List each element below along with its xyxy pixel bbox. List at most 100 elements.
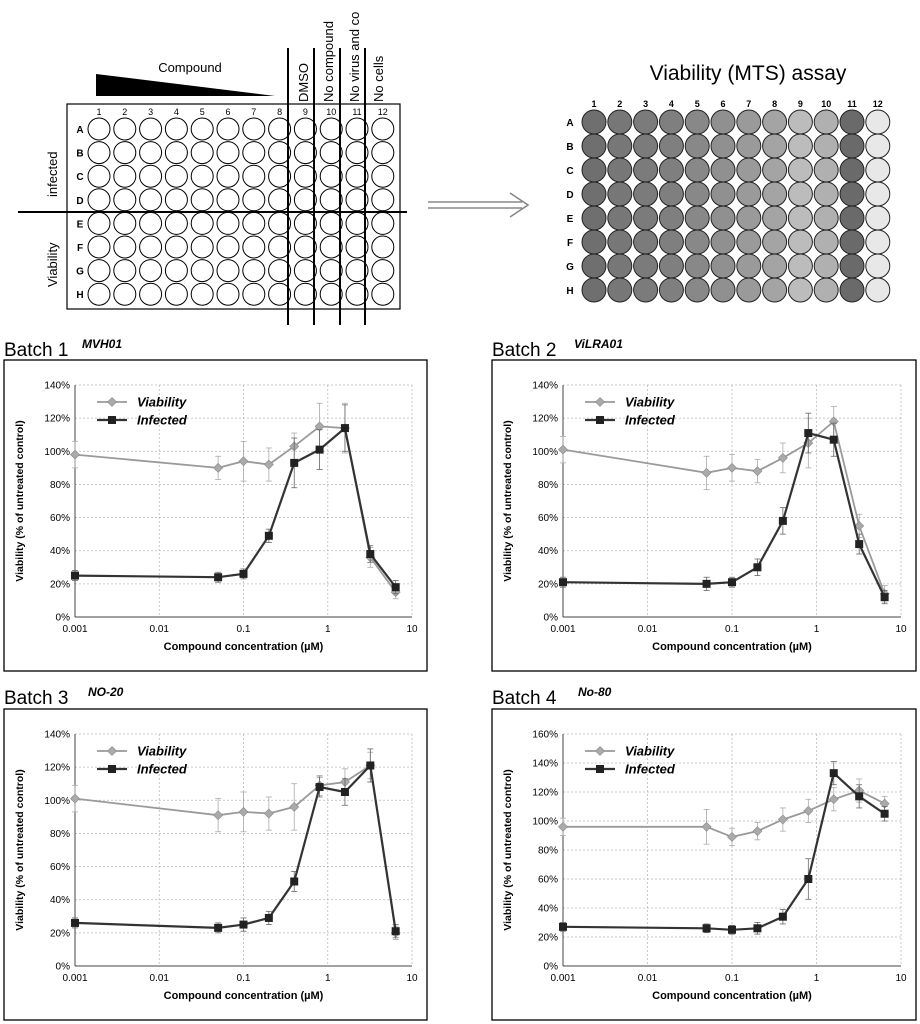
data-point	[315, 445, 324, 454]
layout-well	[371, 235, 395, 259]
legend-marker	[595, 746, 605, 756]
assay-well	[813, 157, 839, 183]
layout-well	[113, 188, 137, 212]
x-axis-label: Compound concentration (µM)	[652, 641, 812, 653]
y-tick-label: 0%	[56, 962, 71, 973]
assay-well	[865, 229, 891, 255]
layout-well	[113, 282, 137, 306]
layout-row-letter: H	[76, 290, 83, 301]
layout-column-number: 5	[200, 107, 205, 117]
y-tick-label: 100%	[44, 447, 70, 458]
data-point	[70, 793, 80, 804]
column-label-no-virus: No virus and co	[347, 12, 362, 102]
assay-well	[633, 133, 659, 159]
assay-well	[736, 133, 762, 159]
batch2-chart: 0% 20% 40% 60% 80% 100% 120% 140% 0.001 0.01 0.1 1 1…	[491, 359, 917, 672]
x-tick-label: 10	[406, 624, 418, 635]
data-point	[702, 579, 711, 588]
legend-marker	[595, 397, 605, 407]
layout-well	[113, 117, 137, 141]
layout-row-letter: D	[76, 196, 83, 207]
layout-well	[293, 259, 317, 283]
layout-row-letter: A	[76, 125, 83, 136]
layout-well	[87, 211, 111, 235]
assay-well	[762, 157, 788, 183]
batch4-chart: 0% 20% 40% 60% 80% 100% 120% 140% 160% 0.001 0.01 0…	[491, 708, 917, 1021]
data-point	[855, 540, 864, 549]
data-point	[559, 922, 567, 931]
assay-wells	[581, 109, 891, 303]
layout-well	[319, 141, 343, 165]
x-tick-label: 0.1	[725, 624, 739, 635]
layout-well	[268, 164, 292, 188]
y-tick-label: 60%	[50, 862, 70, 873]
layout-well	[216, 235, 240, 259]
layout-well	[87, 164, 111, 188]
chart-legend: Viability Infected	[97, 395, 188, 428]
x-tick-label: 0.001	[62, 624, 87, 635]
data-point	[559, 578, 567, 587]
layout-well	[319, 282, 343, 306]
data-point	[70, 449, 80, 460]
layout-well	[242, 164, 266, 188]
batch4-strain: No-80	[578, 685, 612, 699]
layout-well	[242, 259, 266, 283]
assay-well	[865, 133, 891, 159]
data-point	[214, 573, 223, 582]
assay-well	[607, 229, 633, 255]
x-tick-label: 0.001	[62, 973, 87, 984]
assay-title: Viability (MTS) assay	[650, 62, 847, 85]
layout-well	[139, 259, 163, 283]
layout-well	[164, 117, 188, 141]
layout-well	[113, 259, 137, 283]
assay-well	[658, 205, 684, 231]
data-point	[828, 794, 839, 805]
data-point	[263, 808, 274, 819]
data-point	[804, 429, 813, 438]
y-tick-label: 160%	[532, 730, 558, 741]
assay-row-letter: E	[567, 214, 574, 225]
data-point	[727, 832, 737, 842]
data-point	[213, 462, 224, 473]
assay-column-number: 2	[617, 99, 622, 109]
x-tick-label: 10	[895, 624, 907, 635]
y-tick-label: 80%	[50, 829, 70, 840]
series-infected	[559, 412, 889, 605]
group-label-viability: Viability	[45, 242, 60, 287]
y-axis-label: Viability (% of untreated control)	[502, 420, 514, 581]
y-tick-label: 120%	[532, 788, 558, 799]
layout-column-number: 10	[326, 107, 336, 117]
data-point	[880, 809, 889, 818]
assay-column-number: 8	[772, 99, 777, 109]
assay-well	[813, 277, 839, 303]
layout-well	[87, 117, 111, 141]
assay-well	[633, 157, 659, 183]
legend-label: Viability	[625, 744, 675, 759]
y-tick-label: 40%	[50, 546, 70, 557]
batch2-strain: ViLRA01	[574, 337, 623, 351]
assay-well	[633, 229, 659, 255]
layout-column-number: 1	[96, 107, 101, 117]
y-tick-label: 140%	[44, 730, 70, 741]
data-point	[855, 792, 864, 801]
layout-column-numbers: 1 2 3 4 5 6 7 8 9 10 11 12	[96, 107, 387, 117]
assay-well	[710, 205, 736, 231]
assay-well	[684, 229, 710, 255]
assay-well	[581, 181, 607, 207]
assay-column-number: 1	[591, 99, 596, 109]
series-viability	[70, 751, 401, 940]
y-tick-label: 60%	[538, 513, 558, 524]
batch4-title: Batch 4	[492, 688, 557, 709]
data-point	[263, 459, 274, 470]
compound-gradient-wedge	[96, 74, 275, 96]
column-label-dmso: DMSO	[296, 63, 311, 102]
y-tick-label: 80%	[538, 480, 558, 491]
column-label-no-cells: No cells	[371, 55, 386, 102]
assay-well	[658, 181, 684, 207]
assay-well	[839, 205, 865, 231]
assay-well	[839, 253, 865, 279]
data-point	[264, 531, 273, 540]
assay-well	[607, 109, 633, 135]
layout-well	[216, 117, 240, 141]
layout-well	[293, 164, 317, 188]
